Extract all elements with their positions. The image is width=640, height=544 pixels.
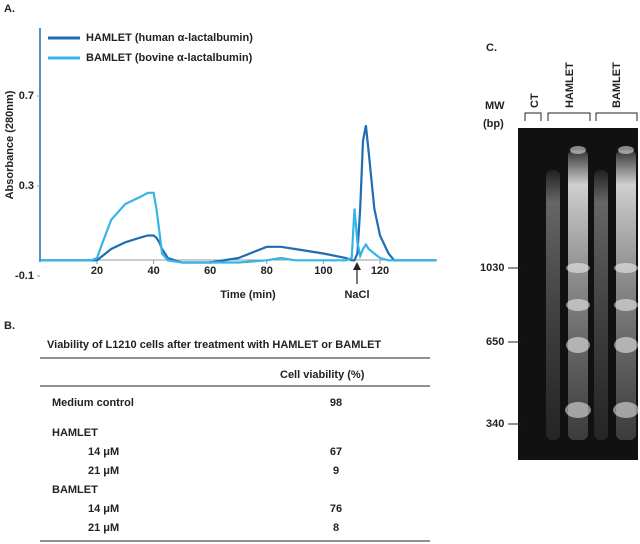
lane-bracket [524,112,542,121]
gel-smear [594,170,608,440]
row-label: 14 μM [88,446,119,458]
lane-label: CT [529,93,541,108]
gel-mw-label: MW [485,100,505,112]
panel-label: A. [4,3,15,15]
y-tick-label: 0.3 [19,180,34,192]
series-line [40,191,437,264]
cell-value: 9 [333,465,339,477]
series-line [40,125,437,264]
legend-label: HAMLET (human α-lactalbumin) [86,32,253,44]
lane-bracket [547,112,591,121]
table-title: Viability of L1210 cells after treatment… [47,339,381,351]
row-label: Medium control [52,397,134,409]
cell-value: 98 [330,397,342,409]
row-label: 21 μM [88,522,119,534]
gel-smear [616,150,636,440]
annotation-arrowhead [353,262,361,270]
row-label: 14 μM [88,503,119,515]
marker-label: 340 [486,418,504,430]
cell-value: 67 [330,446,342,458]
gel-smear [568,150,588,440]
annotation: NaCl [344,289,369,301]
x-tick-label: 60 [204,265,216,277]
y-axis-label: Absorbance (280nm) [4,90,16,199]
gel-smear [546,170,560,440]
y-tick-label: 0.7 [19,90,34,102]
gel-unit-label: (bp) [483,118,504,130]
gel-bands [565,146,639,418]
lane-label: BAMLET [611,62,623,108]
legend-label: BAMLET (bovine α-lactalbumin) [86,52,253,64]
panel-label: C. [486,42,497,54]
row-label: 21 μM [88,465,119,477]
group-label: BAMLET [52,484,98,496]
x-tick-label: 20 [91,265,103,277]
lane-label: HAMLET [564,62,576,108]
table-header: Cell viability (%) [280,369,365,381]
x-tick-label: 80 [261,265,273,277]
lane-bracket [595,112,638,121]
x-axis-label: Time (min) [220,289,276,301]
y-tick-label: -0.1 [15,270,34,282]
x-tick-label: 40 [147,265,159,277]
group-label: HAMLET [52,427,98,439]
x-tick-label: 120 [371,265,389,277]
panel-label: B. [4,320,15,332]
marker-label: 650 [486,336,504,348]
x-tick-label: 100 [314,265,332,277]
cell-value: 8 [333,522,339,534]
marker-label: 1030 [480,262,504,274]
cell-value: 76 [330,503,342,515]
